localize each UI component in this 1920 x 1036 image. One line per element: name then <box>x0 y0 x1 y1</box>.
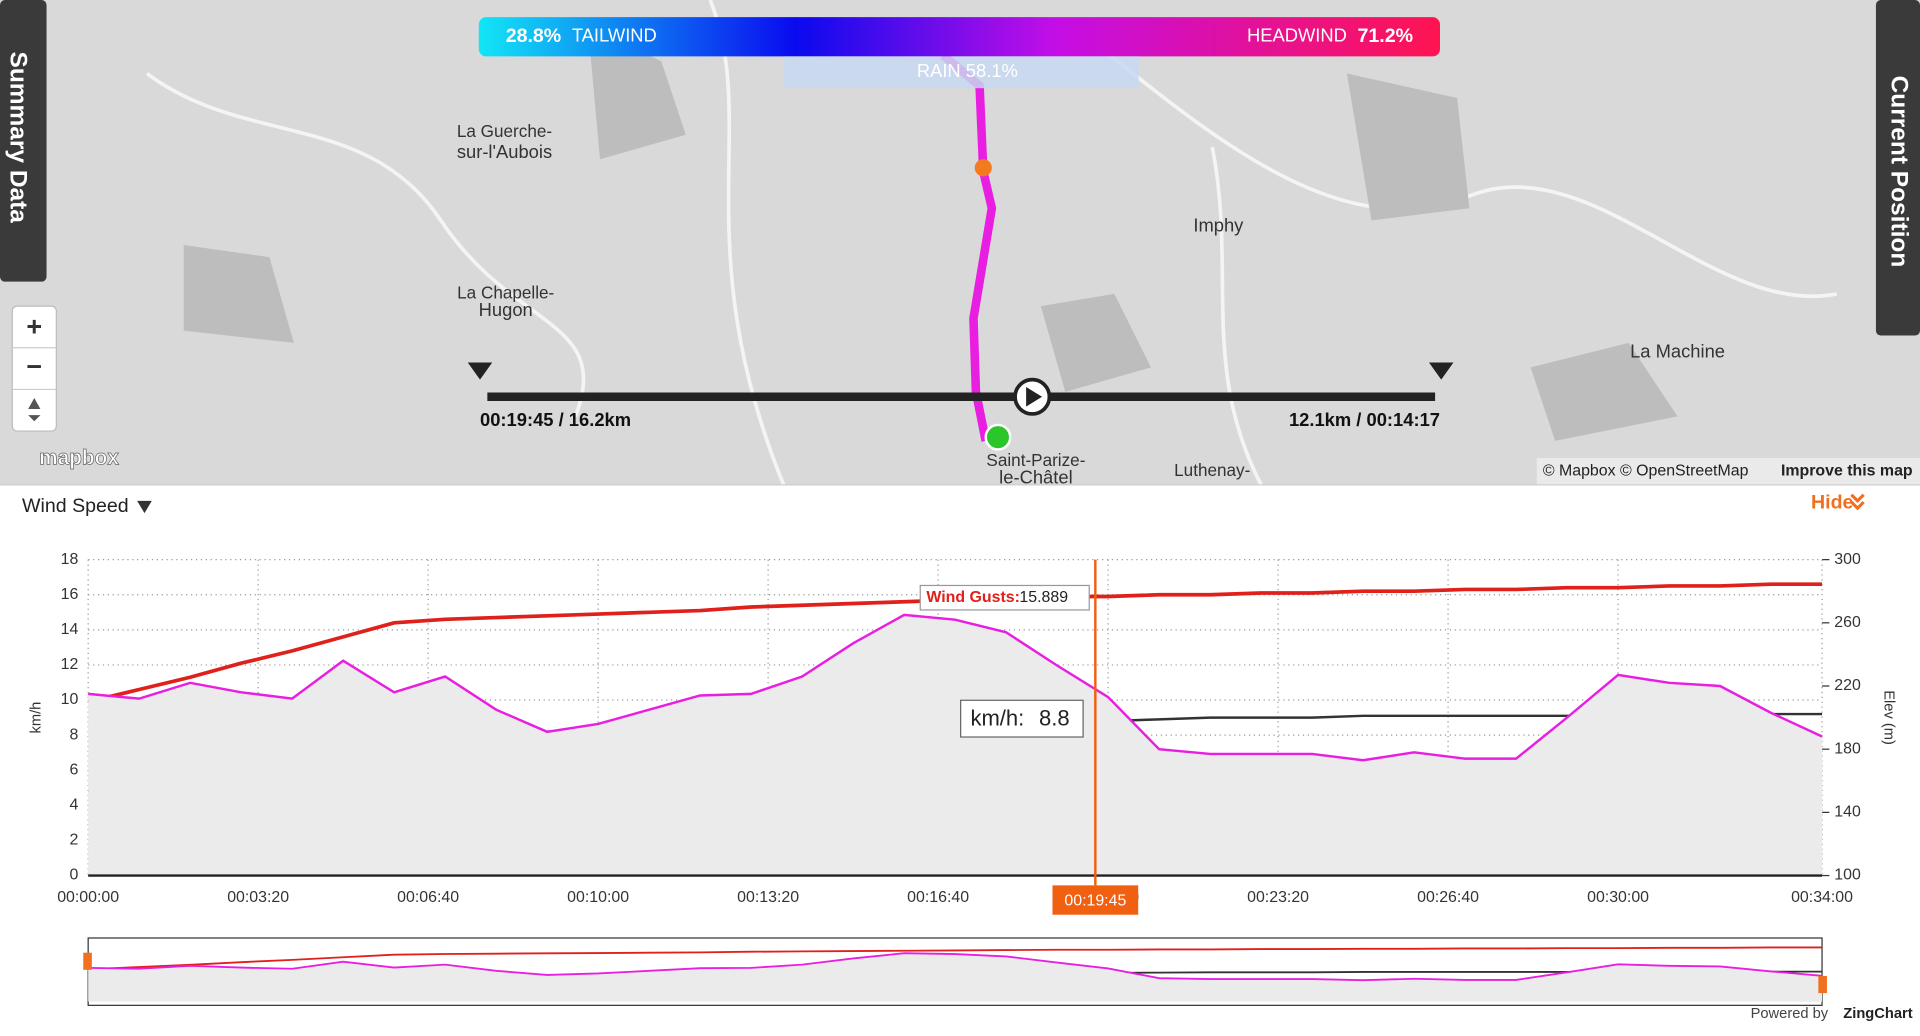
tailwind-pct: 28.8% <box>506 25 562 47</box>
y-tick-label: 4 <box>70 797 79 814</box>
place-label: La Guerche- <box>457 121 552 141</box>
compass[interactable] <box>28 398 41 422</box>
y-tick-label: 10 <box>61 691 79 708</box>
y-tick-label: 2 <box>70 832 79 849</box>
y2-tick-label: 220 <box>1834 677 1861 694</box>
cursor-label: 00:19:45 <box>1064 892 1126 909</box>
elevation-area <box>88 614 1823 876</box>
position-tab[interactable] <box>1875 0 1920 336</box>
roads <box>145 0 1838 486</box>
position-tab-label[interactable]: Current Position <box>1885 76 1912 268</box>
y2-tick-label: 300 <box>1834 551 1861 568</box>
x-tick-label: 00:34:00 <box>1791 889 1853 906</box>
hide-button[interactable]: Hide <box>1811 491 1854 513</box>
tooltip-label: Wind Gusts: <box>926 589 1020 606</box>
tooltip <box>919 584 1090 611</box>
rain-bar <box>783 56 1139 89</box>
x-tick-label: 00:16:40 <box>907 889 969 906</box>
place-label: Saint-Parize- <box>986 450 1085 470</box>
place-label: sur-l'Aubois <box>457 141 552 162</box>
place-label: La Chapelle- <box>457 282 554 302</box>
series-line <box>88 613 1823 762</box>
x-tick-label: 00:23:20 <box>1247 889 1309 906</box>
y2-tick-label: 260 <box>1834 614 1861 631</box>
mapbox-logo: mapbox <box>39 447 119 470</box>
timeline-right: 12.1km / 00:14:17 <box>1289 409 1440 430</box>
y2-axis-label: Elev (m) <box>1880 690 1896 745</box>
preview-handle[interactable] <box>1818 975 1827 994</box>
wind-bar <box>478 17 1440 57</box>
y-tick-label: 18 <box>61 551 79 568</box>
tooltip-label: km/h: <box>970 706 1024 731</box>
timeline-left: 00:19:45 / 16.2km <box>480 409 631 430</box>
place-label: le-Châtel <box>999 467 1072 488</box>
y-tick-label: 12 <box>61 656 79 673</box>
summary-tab[interactable] <box>0 0 47 282</box>
y-tick-label: 16 <box>61 586 79 603</box>
y-tick-label: 0 <box>70 867 79 884</box>
zoom-in[interactable]: + <box>26 311 42 341</box>
tooltip-value: 8.8 <box>1039 706 1070 731</box>
x-tick-label: 00:30:00 <box>1587 889 1649 906</box>
rain-label: RAIN 58.1% <box>917 60 1018 81</box>
x-tick-label: 00:26:40 <box>1417 889 1479 906</box>
y-tick-label: 8 <box>70 726 79 743</box>
hide-icon[interactable] <box>1850 493 1865 511</box>
headwind-pct: 71.2% <box>1358 25 1414 47</box>
attribution: © Mapbox © OpenStreetMap <box>1543 463 1749 480</box>
brand: ZingChart <box>1843 1006 1912 1022</box>
tooltip-value: 15.889 <box>1019 589 1068 606</box>
place-label: Luthenay- <box>1174 460 1250 480</box>
preview-line <box>88 952 1823 982</box>
poi <box>974 159 992 177</box>
start <box>984 423 1012 451</box>
zoom-out[interactable]: − <box>26 352 42 382</box>
cursor-label-bg <box>1052 885 1139 915</box>
place-label: Imphy <box>1193 214 1244 235</box>
map[interactable]: Summary Data Current Position <box>0 0 1920 486</box>
x-tick-label: 00:06:40 <box>397 889 459 906</box>
y2-tick-label: 100 <box>1834 867 1861 884</box>
x-tick-label: 00:03:20 <box>227 889 289 906</box>
preview-area <box>88 953 1823 1002</box>
preview-line <box>88 946 1823 971</box>
series-dropdown[interactable]: Wind Speed <box>22 495 129 517</box>
attribution-bg <box>1536 458 1920 485</box>
dropdown-arrow[interactable] <box>137 500 152 514</box>
preview-handle[interactable] <box>83 952 92 970</box>
tailwind-label: TAILWIND <box>572 25 657 46</box>
place-label: Hugon <box>479 299 533 320</box>
y2-tick-label: 140 <box>1834 804 1861 821</box>
y-tick-label: 6 <box>70 761 79 778</box>
headwind-label: HEADWIND <box>1247 25 1347 46</box>
improve-link[interactable]: Improve this map <box>1781 463 1913 480</box>
zoom-control[interactable] <box>11 305 57 432</box>
x-tick-label: 00:13:20 <box>737 889 799 906</box>
x-tick-label: 00:10:00 <box>567 889 629 906</box>
tooltip <box>960 699 1084 738</box>
y-tick-label: 14 <box>61 621 79 638</box>
y-axis-label: km/h <box>29 702 45 734</box>
y2-tick-label: 180 <box>1834 740 1861 757</box>
play-icon <box>1026 386 1043 407</box>
place-label: La Machine <box>1630 341 1725 362</box>
summary-tab-label[interactable]: Summary Data <box>5 52 32 224</box>
x-tick-label: 00:00:00 <box>57 889 119 906</box>
powered-by: Powered by <box>1751 1006 1829 1022</box>
